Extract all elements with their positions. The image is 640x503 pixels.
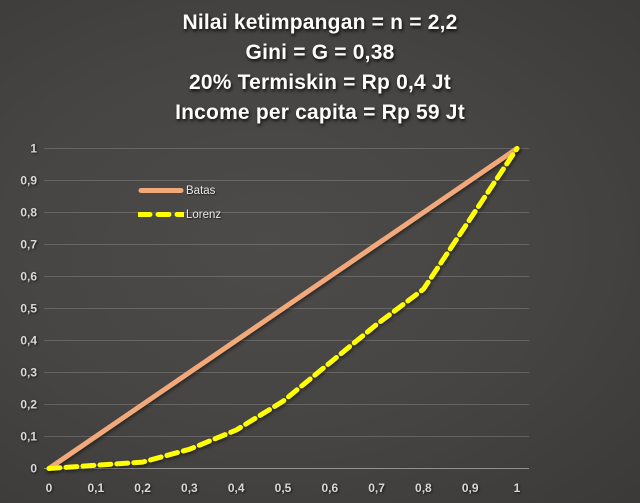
x-tick-label: 0 [46,481,53,495]
x-tick-label: 0,7 [368,481,385,495]
legend-item-lorenz: Lorenz [138,208,221,221]
batas-line-swatch [138,188,184,193]
title-line-gini: Gini = G = 0,38 [245,41,395,64]
x-tick-label: 0,6 [321,481,338,495]
y-tick-label: 0,2 [20,398,37,412]
legend-item-batas: Batas [138,184,221,197]
lorenz-line-swatch [138,212,184,217]
title-line-income: Income per capita = Rp 59 Jt [175,101,465,124]
title-line-poorest: 20% Termiskin = Rp 0,4 Jt [189,71,451,94]
chart-title: Nilai ketimpangan = n = 2,2 Gini = G = 0… [0,8,640,128]
y-tick-label: 0,3 [20,366,37,380]
y-tick-label: 0 [30,462,37,476]
legend: Batas Lorenz [138,184,221,232]
x-tick-label: 0,3 [181,481,198,495]
x-tick-label: 0,1 [87,481,104,495]
title-line-inequality: Nilai ketimpangan = n = 2,2 [182,11,458,34]
y-tick-label: 0,4 [20,334,37,348]
y-tick-label: 1 [30,142,37,156]
x-tick-label: 0,2 [134,481,151,495]
x-tick-label: 0,4 [228,481,245,495]
y-tick-label: 0,5 [20,302,37,316]
legend-label-lorenz: Lorenz [186,208,222,221]
x-tick-label: 1 [514,481,521,495]
legend-label-batas: Batas [186,184,216,197]
y-tick-label: 0,1 [20,430,37,444]
y-tick-label: 0,6 [20,270,37,284]
x-tick-label: 0,9 [462,481,479,495]
x-tick-label: 0,5 [275,481,292,495]
y-tick-label: 0,9 [20,174,37,188]
y-tick-label: 0,8 [20,206,37,220]
batas-line [46,146,520,471]
lorenz-line [46,146,520,471]
y-tick-label: 0,7 [20,238,37,252]
x-tick-label: 0,8 [415,481,432,495]
